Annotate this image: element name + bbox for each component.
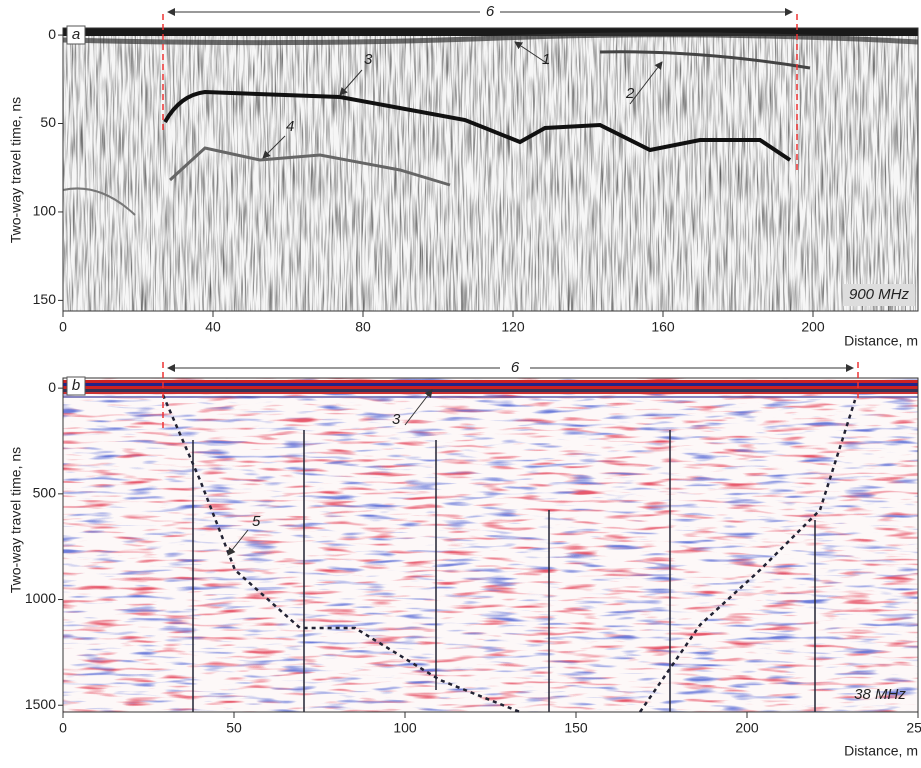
annotation: 3 <box>392 411 401 428</box>
trace-lines <box>192 430 816 712</box>
x-tick-label: 0 <box>59 319 67 335</box>
annotation: 4 <box>286 118 294 135</box>
pointer <box>227 529 249 556</box>
annotation: 1 <box>542 51 550 68</box>
surface-band <box>63 28 918 36</box>
y-axis-label: Two-way travel time, ns <box>8 447 24 593</box>
x-axis-label: Distance, m <box>844 333 918 349</box>
pointer <box>404 389 433 426</box>
annotation: 6 <box>486 3 495 20</box>
surface-bands <box>63 380 918 398</box>
y-tick-label: 150 <box>33 291 57 307</box>
x-tick-label: 40 <box>205 319 221 335</box>
frequency-label: 38 MHz <box>854 686 906 703</box>
x-tick-label: 100 <box>393 720 417 736</box>
panel-a: 6 1 2 3 4 a 900 MHz Two-way travel time,… <box>8 3 919 349</box>
reflection <box>599 50 811 70</box>
boundary-dashed <box>161 394 857 714</box>
pointer <box>262 135 286 159</box>
x-tick-label: 160 <box>651 319 675 335</box>
x-tick-label: 200 <box>801 319 825 335</box>
frequency-box <box>843 284 915 306</box>
annotation: 6 <box>511 359 520 376</box>
plot-frame <box>62 27 919 312</box>
reflection <box>62 187 136 216</box>
annotation: 2 <box>625 85 635 102</box>
annotation: 5 <box>252 513 261 530</box>
radargram-texture <box>63 28 918 311</box>
x-tick-label: 0 <box>59 720 67 736</box>
panel-letter-box <box>66 25 86 45</box>
y-tick-label: 1000 <box>25 590 56 606</box>
frequency-label: 900 MHz <box>849 286 910 303</box>
x-tick-label: 50 <box>226 720 242 736</box>
pointer <box>339 69 363 96</box>
plot-frame <box>62 377 919 713</box>
y-tick-label: 50 <box>40 114 56 130</box>
y-tick-label: 500 <box>33 485 57 501</box>
x-axis-label: Distance, m <box>844 743 918 759</box>
y-axis-label: Two-way travel time, ns <box>8 97 24 243</box>
x-tick-label: 120 <box>501 319 525 335</box>
y-tick-label: 1500 <box>25 696 56 712</box>
annotation: 3 <box>364 51 373 68</box>
reflection <box>62 32 919 46</box>
pointer <box>629 61 663 105</box>
reflection <box>163 89 792 162</box>
reflection <box>168 146 451 187</box>
x-tick-label: 80 <box>355 319 371 335</box>
panel-letter: b <box>72 377 80 394</box>
x-tick-label: 200 <box>735 720 759 736</box>
y-tick-label: 100 <box>33 203 57 219</box>
radargram-texture <box>63 378 918 712</box>
x-tick-label: 250 <box>906 720 921 736</box>
x-tick-label: 150 <box>564 720 588 736</box>
pointer <box>514 41 549 65</box>
y-tick-label: 0 <box>48 26 56 42</box>
y-tick-label: 0 <box>48 379 56 395</box>
panel-letter: a <box>72 26 80 43</box>
panel-b: 6 3 5 b 38 MHz Two-way travel time, ns D… <box>8 359 919 759</box>
panel-letter-box <box>66 376 86 396</box>
